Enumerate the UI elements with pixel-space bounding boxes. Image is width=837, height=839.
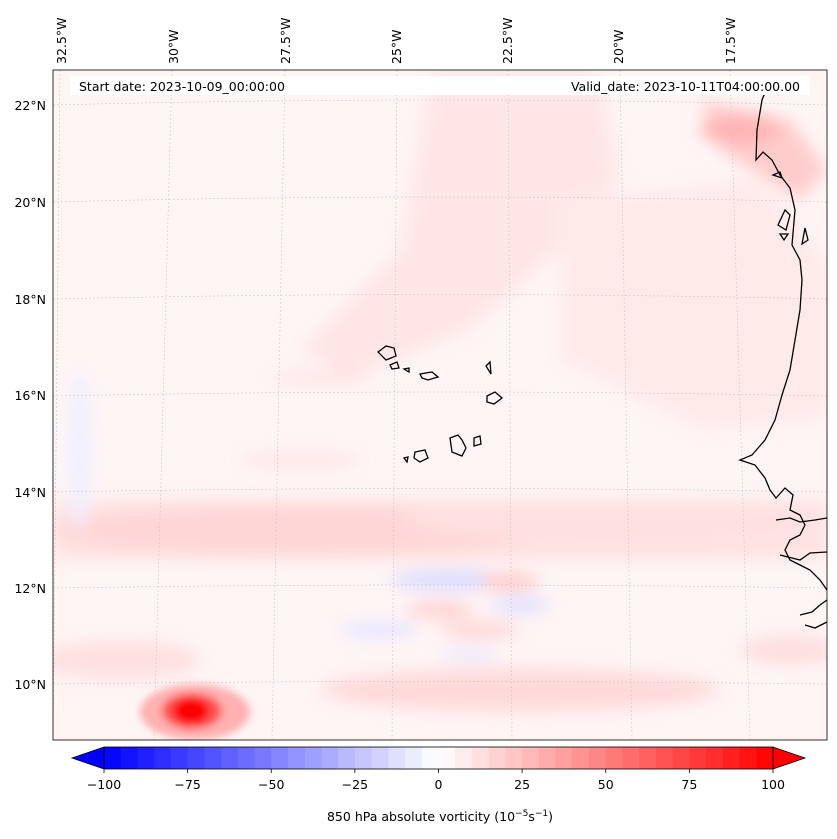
colorbar-step bbox=[572, 747, 590, 769]
colorbar-tick-label: −75 bbox=[174, 777, 200, 792]
colorbar-max-extension bbox=[772, 746, 807, 770]
lat-label: 22°N bbox=[14, 98, 46, 113]
colorbar-step bbox=[221, 747, 239, 769]
lon-label: 22.5°W bbox=[500, 18, 515, 64]
header-strip bbox=[70, 76, 810, 95]
valid-date-label: Valid_date: 2023-10-11T04:00:00.00 bbox=[571, 79, 800, 94]
colorbar-step bbox=[639, 747, 657, 769]
colorbar-step bbox=[405, 747, 423, 769]
colorbar-step bbox=[555, 747, 573, 769]
lat-label: 10°N bbox=[14, 677, 46, 692]
colorbar-step bbox=[204, 747, 222, 769]
colorbar-step bbox=[438, 747, 456, 769]
colorbar-step bbox=[120, 747, 138, 769]
colorbar-step bbox=[672, 747, 690, 769]
lon-label: 30°W bbox=[166, 29, 181, 64]
colorbar-tick-label: −25 bbox=[342, 777, 368, 792]
colorbar-steps bbox=[104, 747, 774, 769]
lon-label: 32.5°W bbox=[54, 18, 69, 64]
colorbar-step bbox=[505, 747, 523, 769]
colorbar-tick-label: 75 bbox=[681, 777, 697, 792]
vorticity-field bbox=[53, 70, 827, 740]
colorbar-step bbox=[605, 747, 623, 769]
colorbar-step bbox=[689, 747, 707, 769]
cape-verde-islands bbox=[377, 345, 504, 464]
colorbar-step bbox=[522, 747, 540, 769]
colorbar-step bbox=[471, 747, 490, 769]
colorbar-step bbox=[655, 747, 674, 769]
lat-label: 20°N bbox=[14, 195, 46, 210]
colorbar-step bbox=[622, 747, 640, 769]
colorbar-ticks: −100 −75 −50 −25 0 25 50 75 100 bbox=[87, 769, 785, 792]
colorbar-step bbox=[271, 747, 289, 769]
colorbar-step bbox=[354, 747, 373, 769]
colorbar-tick-label: 100 bbox=[761, 777, 785, 792]
colorbar-step bbox=[287, 747, 306, 769]
lat-label: 18°N bbox=[14, 292, 46, 307]
colorbar-step bbox=[338, 747, 356, 769]
start-date-label: Start date: 2023-10-09_00:00:00 bbox=[79, 79, 285, 94]
colorbar-tick-label: −100 bbox=[87, 777, 121, 792]
lon-label: 25°W bbox=[389, 29, 404, 64]
colorbar-step bbox=[455, 747, 473, 769]
lat-label: 12°N bbox=[14, 581, 46, 596]
colorbar-step bbox=[722, 747, 741, 769]
lon-label: 17.5°W bbox=[723, 18, 738, 64]
colorbar-step bbox=[538, 747, 557, 769]
longitude-labels: 32.5°W 30°W 27.5°W 25°W 22.5°W 20°W 17.5… bbox=[54, 18, 738, 64]
colorbar-step bbox=[137, 747, 155, 769]
map-frame bbox=[52, 69, 828, 741]
colorbar-step bbox=[304, 747, 322, 769]
colorbar-step bbox=[187, 747, 205, 769]
colorbar-label: 850 hPa absolute vorticity (10−5s−1) bbox=[327, 809, 553, 824]
africa-coastline bbox=[738, 79, 827, 591]
colorbar-tick-label: 50 bbox=[598, 777, 614, 792]
colorbar-min-extension bbox=[70, 746, 105, 770]
colorbar-step bbox=[170, 747, 189, 769]
colorbar-step bbox=[739, 747, 757, 769]
colorbar-step bbox=[706, 747, 724, 769]
lon-label: 27.5°W bbox=[278, 18, 293, 64]
colorbar-step bbox=[254, 747, 272, 769]
lat-label: 16°N bbox=[14, 388, 46, 403]
colorbar-tick-label: 25 bbox=[514, 777, 530, 792]
colorbar-tick-label: −50 bbox=[258, 777, 284, 792]
colorbar-step bbox=[237, 747, 256, 769]
lat-label: 14°N bbox=[14, 485, 46, 500]
colorbar-step bbox=[321, 747, 339, 769]
colorbar-step bbox=[589, 747, 607, 769]
lon-label: 20°W bbox=[611, 29, 626, 64]
colorbar-step bbox=[421, 747, 439, 769]
colorbar-step bbox=[756, 747, 774, 769]
latitude-labels: 22°N 20°N 18°N 16°N 14°N 12°N 10°N bbox=[14, 98, 46, 692]
colorbar-tick-label: 0 bbox=[435, 777, 443, 792]
colorbar-step bbox=[104, 747, 122, 769]
colorbar-step bbox=[154, 747, 172, 769]
colorbar-step bbox=[371, 747, 389, 769]
colorbar-step bbox=[488, 747, 506, 769]
colorbar: −100 −75 −50 −25 0 25 50 75 100 850 hPa absolute… bbox=[70, 746, 807, 824]
colorbar-step bbox=[388, 747, 406, 769]
coastline bbox=[738, 79, 827, 629]
